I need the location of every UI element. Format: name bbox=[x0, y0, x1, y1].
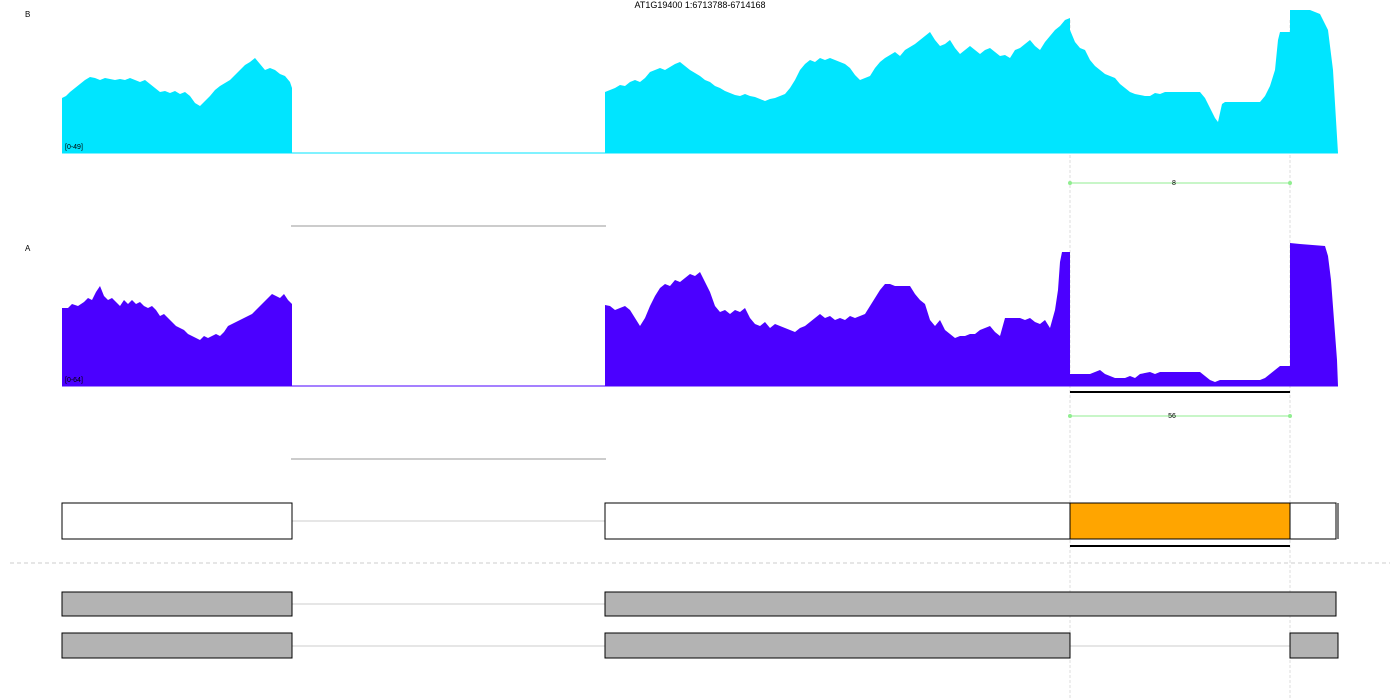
gene-exon-1 bbox=[61, 502, 293, 540]
junction-endpoint-A-left bbox=[1068, 414, 1072, 418]
plot-title: AT1G19400 1:6713788-6714168 bbox=[635, 0, 766, 10]
track-range-A: [0-64] bbox=[65, 377, 83, 384]
junction-endpoint-A-right bbox=[1288, 414, 1292, 418]
junction-endpoint-B-left bbox=[1068, 181, 1072, 185]
track-A: A [0-64] 56 bbox=[25, 243, 1338, 460]
transcript-2-exon-2 bbox=[604, 632, 1071, 659]
junction-A: 56 bbox=[1068, 413, 1292, 420]
junction-count-A: 56 bbox=[1168, 413, 1176, 420]
coverage-area-A bbox=[62, 243, 1338, 386]
gene-exon-highlighted bbox=[1069, 502, 1291, 540]
track-B: B [0-49] 8 bbox=[25, 10, 1338, 227]
junction-count-B: 8 bbox=[1172, 180, 1176, 187]
coverage-area-B bbox=[62, 10, 1338, 153]
transcript-2 bbox=[61, 632, 1339, 659]
junction-endpoint-B-right bbox=[1288, 181, 1292, 185]
track-label-A: A bbox=[25, 244, 31, 253]
transcript-1 bbox=[61, 591, 1337, 617]
track-range-B: [0-49] bbox=[65, 144, 83, 151]
track-label-B: B bbox=[25, 10, 30, 19]
junction-B: 8 bbox=[1068, 180, 1292, 187]
gene-model bbox=[61, 502, 1339, 547]
transcript-2-exon-3 bbox=[1289, 632, 1339, 659]
transcript-1-exon-1 bbox=[61, 591, 293, 617]
transcript-2-exon-1 bbox=[61, 632, 293, 659]
transcript-1-exon-2 bbox=[604, 591, 1337, 617]
